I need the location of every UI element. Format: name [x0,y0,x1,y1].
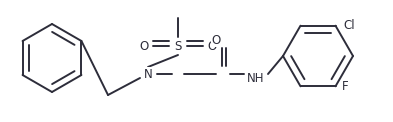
Text: S: S [174,40,182,52]
Text: F: F [342,80,349,93]
Text: N: N [143,67,152,81]
Text: O: O [211,34,220,46]
Text: NH: NH [247,72,265,86]
Text: Cl: Cl [344,19,355,32]
Text: O: O [140,40,149,52]
Text: O: O [208,40,217,52]
